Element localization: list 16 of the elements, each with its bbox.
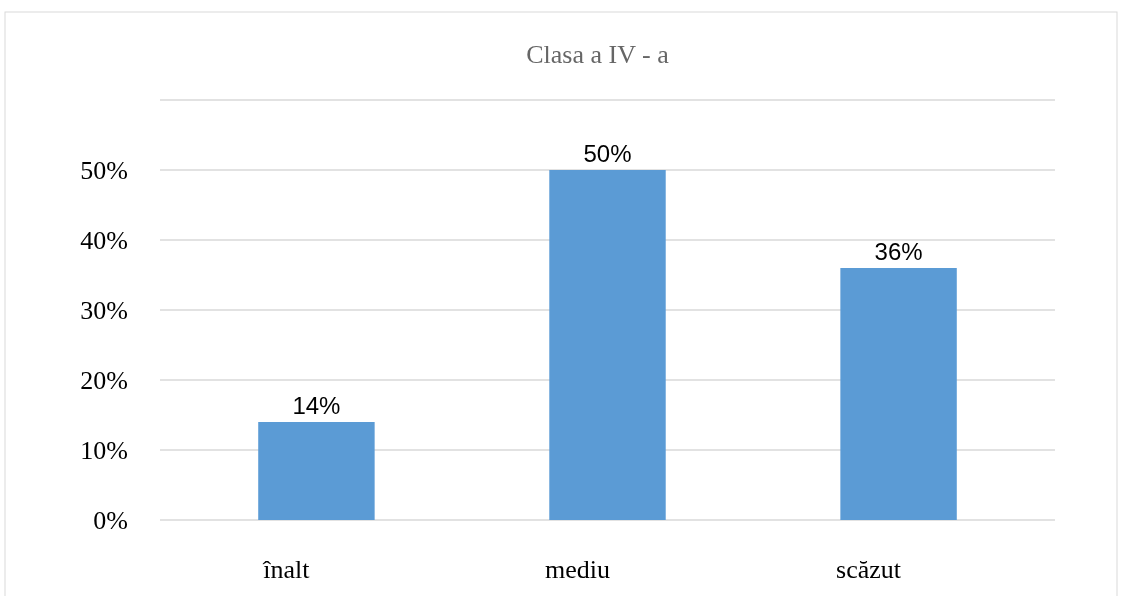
x-tick-label: înalt — [262, 555, 311, 584]
bar — [840, 268, 957, 520]
chart-title: Clasa a IV - a — [526, 40, 670, 69]
data-label: 14% — [292, 392, 341, 419]
data-label: 36% — [874, 238, 923, 265]
data-label: 50% — [583, 140, 632, 167]
bar — [549, 170, 666, 520]
y-tick-label: 10% — [80, 436, 128, 466]
y-tick-label: 40% — [80, 226, 128, 256]
x-tick-label: mediu — [545, 555, 610, 584]
bar — [258, 422, 375, 520]
y-tick-label: 30% — [80, 296, 128, 326]
y-tick-label: 50% — [80, 156, 128, 186]
y-tick-label: 20% — [80, 366, 128, 396]
y-tick-label: 0% — [93, 506, 128, 536]
x-tick-label: scăzut — [836, 555, 902, 584]
